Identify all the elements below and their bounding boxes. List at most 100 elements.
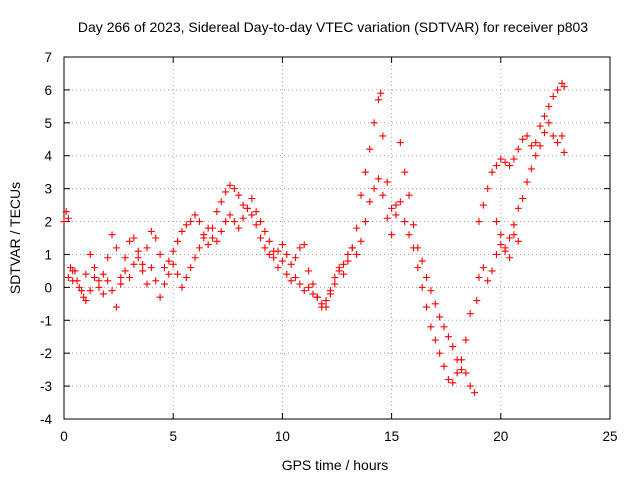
data-point	[558, 132, 566, 140]
data-point	[126, 237, 134, 245]
data-point	[77, 287, 85, 295]
data-point	[431, 300, 439, 308]
data-point	[492, 162, 500, 170]
data-point	[309, 280, 317, 288]
y-tick-label: 4	[44, 149, 52, 164]
data-point	[475, 273, 483, 281]
series-track-3	[473, 119, 568, 305]
series-track-5	[492, 218, 522, 252]
data-point	[195, 244, 203, 252]
data-point	[174, 270, 182, 278]
data-point	[344, 257, 352, 265]
data-point	[396, 198, 404, 206]
data-point	[527, 165, 535, 173]
data-point	[449, 379, 457, 387]
data-point	[353, 224, 361, 232]
data-point	[169, 260, 177, 268]
data-point	[265, 250, 273, 258]
y-tick-label: 7	[44, 50, 52, 65]
data-point	[431, 336, 439, 344]
data-point	[473, 297, 481, 305]
data-point	[326, 287, 334, 295]
data-point	[152, 234, 160, 242]
data-point	[388, 204, 396, 212]
data-point	[152, 277, 160, 285]
data-points	[60, 79, 568, 397]
series-track-2	[64, 139, 474, 374]
data-point	[112, 244, 120, 252]
data-point	[178, 283, 186, 291]
data-point	[174, 237, 182, 245]
y-tick-label: 1	[44, 247, 52, 262]
data-point	[331, 280, 339, 288]
x-tick-label: 0	[60, 429, 68, 444]
data-point	[91, 264, 99, 272]
data-point	[392, 201, 400, 209]
data-point	[423, 303, 431, 311]
y-tick-label: 3	[44, 182, 52, 197]
data-point	[519, 195, 527, 203]
data-point	[296, 280, 304, 288]
data-point	[287, 277, 295, 285]
data-point	[313, 293, 321, 301]
data-point	[409, 221, 417, 229]
y-tick-label: -4	[40, 412, 52, 427]
data-point	[344, 250, 352, 258]
data-point	[471, 389, 479, 397]
data-point	[379, 132, 387, 140]
data-point	[130, 234, 138, 242]
data-point	[252, 221, 260, 229]
data-point	[252, 208, 260, 216]
grid-lines	[64, 57, 610, 419]
data-point	[549, 132, 557, 140]
data-point	[357, 237, 365, 245]
data-point	[374, 175, 382, 183]
data-point	[405, 231, 413, 239]
y-tick-label: -3	[40, 379, 52, 394]
data-point	[506, 162, 514, 170]
data-point	[287, 260, 295, 268]
data-point	[545, 119, 553, 127]
data-point	[91, 273, 99, 281]
data-point	[536, 142, 544, 150]
data-point	[506, 234, 514, 242]
data-point	[270, 247, 278, 255]
data-point	[418, 283, 426, 291]
data-point	[147, 264, 155, 272]
data-point	[257, 234, 265, 242]
data-point	[540, 112, 548, 120]
data-point	[436, 349, 444, 357]
data-point	[191, 254, 199, 262]
data-point	[361, 168, 369, 176]
data-point	[217, 198, 225, 206]
data-point	[497, 231, 505, 239]
data-point	[60, 218, 68, 226]
data-point	[226, 211, 234, 219]
data-point	[296, 244, 304, 252]
data-point	[383, 214, 391, 222]
chart-title: Day 266 of 2023, Sidereal Day-to-day VTE…	[78, 19, 588, 35]
data-point	[322, 297, 330, 305]
data-point	[108, 287, 116, 295]
data-point	[554, 86, 562, 94]
data-point	[292, 273, 300, 281]
data-point	[64, 273, 72, 281]
data-point	[187, 218, 195, 226]
data-point	[261, 227, 269, 235]
data-point	[318, 303, 326, 311]
data-point	[283, 250, 291, 258]
data-point	[383, 178, 391, 186]
data-point	[501, 244, 509, 252]
data-point	[492, 250, 500, 258]
data-point	[492, 218, 500, 226]
data-point	[213, 237, 221, 245]
data-point	[340, 260, 348, 268]
data-point	[361, 218, 369, 226]
data-point	[444, 333, 452, 341]
data-point	[64, 214, 72, 222]
data-point	[335, 267, 343, 275]
data-point	[370, 185, 378, 193]
x-tick-label: 15	[384, 429, 399, 444]
plot-frame	[63, 56, 611, 420]
